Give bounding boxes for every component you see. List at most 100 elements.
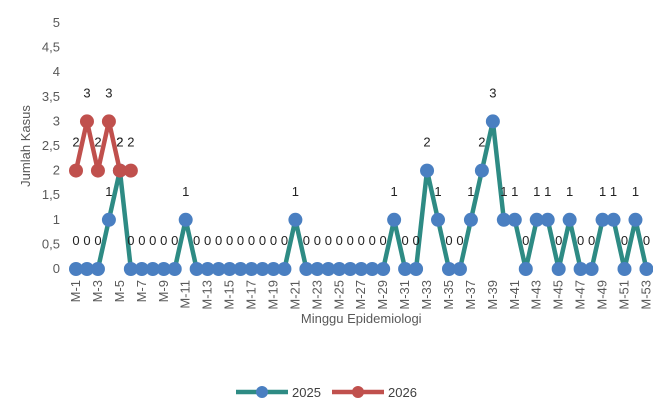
y-tick-label: 4 xyxy=(53,64,60,79)
y-tick-label: 5 xyxy=(53,15,60,30)
x-tick-label: M-41 xyxy=(507,280,522,310)
data-label-2025: 1 xyxy=(292,184,299,199)
data-label-2026: 2 xyxy=(127,135,134,150)
data-point-2025 xyxy=(277,262,292,276)
data-point-2025 xyxy=(420,163,435,178)
data-label-2025: 0 xyxy=(270,233,277,248)
data-point-2025 xyxy=(617,262,632,276)
y-tick-label: 1 xyxy=(53,212,60,227)
legend: 2025 2026 xyxy=(236,385,417,400)
data-point-2025 xyxy=(518,262,533,276)
data-label-2025: 2 xyxy=(423,135,430,150)
y-tick-label: 0,5 xyxy=(42,236,60,251)
data-label-2026: 3 xyxy=(83,85,90,100)
x-tick-label: M-1 xyxy=(68,280,83,302)
data-point-2025 xyxy=(485,114,500,129)
data-point-2025 xyxy=(69,262,83,276)
x-tick-label: M-27 xyxy=(353,280,368,310)
data-label-2025: 0 xyxy=(369,233,376,248)
y-tick-label: 0 xyxy=(53,261,60,276)
data-label-2025: 0 xyxy=(336,233,343,248)
data-point-2026 xyxy=(123,163,138,178)
legend-label-2025: 2025 xyxy=(292,385,321,400)
x-tick-label: M-5 xyxy=(112,280,127,302)
y-tick-label: 2 xyxy=(53,163,60,178)
data-point-2025 xyxy=(463,212,478,227)
data-point-2025 xyxy=(365,262,380,276)
data-label-2025: 1 xyxy=(105,184,112,199)
data-point-2026 xyxy=(112,163,127,178)
data-point-2025 xyxy=(244,262,259,276)
data-point-2025 xyxy=(376,262,391,276)
data-label-2026: 2 xyxy=(116,135,123,150)
data-label-2025: 0 xyxy=(281,233,288,248)
y-axis-title: Jumlah Kasus xyxy=(18,105,33,187)
data-point-2025 xyxy=(123,262,138,276)
data-label-2025: 0 xyxy=(325,233,332,248)
data-label-2025: 0 xyxy=(215,233,222,248)
data-label-2025: 0 xyxy=(358,233,365,248)
data-label-2025: 0 xyxy=(94,233,101,248)
data-label-2025: 0 xyxy=(303,233,310,248)
x-tick-label: M-33 xyxy=(419,280,434,310)
x-tick-label: M-29 xyxy=(375,280,390,310)
data-label-2025: 0 xyxy=(555,233,562,248)
data-point-2025 xyxy=(211,262,226,276)
data-label-2025: 0 xyxy=(248,233,255,248)
data-point-2025 xyxy=(343,262,358,276)
data-point-2025 xyxy=(584,262,599,276)
data-label-2025: 1 xyxy=(632,184,639,199)
data-label-2025: 0 xyxy=(577,233,584,248)
data-point-2025 xyxy=(431,212,446,227)
data-label-2025: 1 xyxy=(467,184,474,199)
x-tick-label: M-53 xyxy=(638,280,653,310)
data-point-2025 xyxy=(178,212,193,227)
x-tick-label: M-23 xyxy=(309,280,324,310)
data-point-2025 xyxy=(496,212,511,227)
data-label-2025: 0 xyxy=(401,233,408,248)
data-label-2025: 0 xyxy=(314,233,321,248)
data-point-2025 xyxy=(255,262,270,276)
data-label-2025: 0 xyxy=(160,233,167,248)
legend-marker-2026 xyxy=(352,386,364,398)
x-axis-title: Minggu Epidemiologi xyxy=(301,311,422,326)
data-label-2025: 1 xyxy=(610,184,617,199)
data-point-2026 xyxy=(69,163,83,178)
data-label-2026: 3 xyxy=(105,85,112,100)
x-tick-label: M-37 xyxy=(463,280,478,310)
x-tick-label: M-31 xyxy=(397,280,412,310)
data-point-2025 xyxy=(452,262,467,276)
legend-label-2026: 2026 xyxy=(388,385,417,400)
x-tick-label: M-43 xyxy=(529,280,544,310)
data-label-2025: 1 xyxy=(500,184,507,199)
data-label-2025: 0 xyxy=(380,233,387,248)
data-label-2025: 1 xyxy=(391,184,398,199)
data-point-2025 xyxy=(332,262,347,276)
data-label-2025: 1 xyxy=(599,184,606,199)
series-layer xyxy=(69,114,653,276)
y-tick-label: 3 xyxy=(53,113,60,128)
data-point-2025 xyxy=(288,212,303,227)
data-label-2025: 3 xyxy=(489,85,496,100)
data-point-2025 xyxy=(299,262,314,276)
data-label-2025: 0 xyxy=(588,233,595,248)
x-tick-label: M-17 xyxy=(244,280,259,310)
data-point-2025 xyxy=(639,262,653,276)
data-point-2025 xyxy=(409,262,424,276)
data-label-2025: 0 xyxy=(621,233,628,248)
x-tick-label: M-49 xyxy=(595,280,610,310)
data-point-2025 xyxy=(474,163,489,178)
data-point-2025 xyxy=(167,262,182,276)
data-point-2026 xyxy=(79,114,94,129)
x-tick-label: M-19 xyxy=(265,280,280,310)
data-label-2025: 0 xyxy=(83,233,90,248)
data-point-2025 xyxy=(606,212,621,227)
x-tick-label: M-3 xyxy=(90,280,105,302)
data-label-2025: 0 xyxy=(149,233,156,248)
data-point-2025 xyxy=(233,262,248,276)
legend-marker-2025 xyxy=(256,386,268,398)
y-tick-label: 2,5 xyxy=(42,138,60,153)
data-point-2025 xyxy=(398,262,413,276)
